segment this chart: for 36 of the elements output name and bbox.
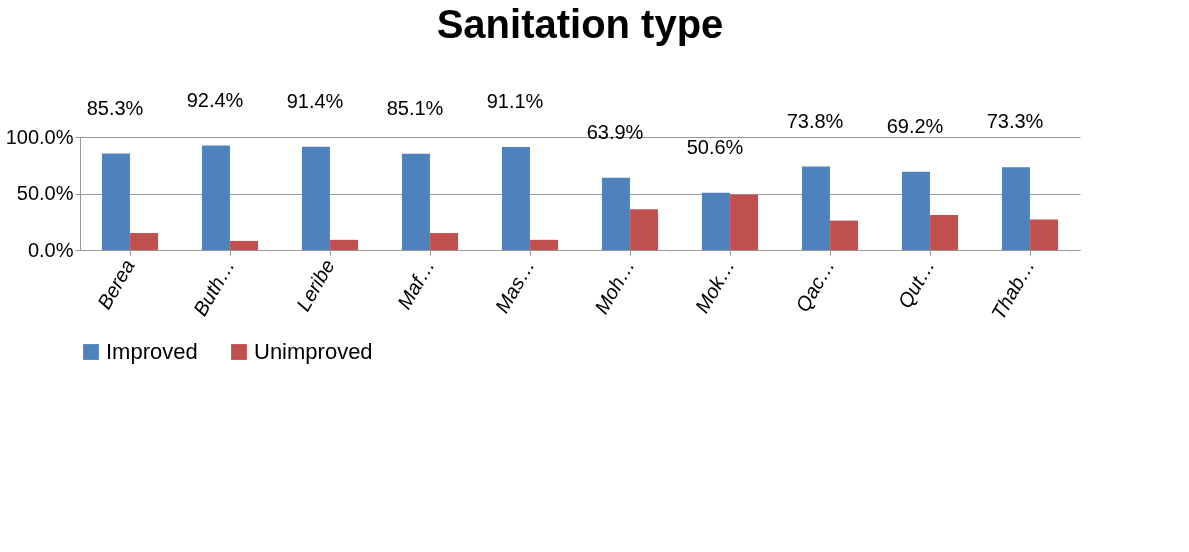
y-tick-label: 50.0% [16,182,74,204]
y-tick-label: 0.0% [27,238,74,261]
bar [530,239,559,250]
legend-label: Unimproved [254,339,373,364]
data-label: 63.9% [586,120,644,143]
data-label: 85.1% [386,96,444,119]
data-label: 91.1% [486,90,544,113]
bar [730,194,759,250]
data-label: 92.4% [186,88,244,111]
data-label: 91.4% [286,89,344,112]
data-label: 50.6% [686,135,744,158]
bar [901,171,930,250]
data-label: 73.8% [786,109,844,132]
bar [230,240,259,250]
bar [1030,219,1059,250]
bar [401,153,430,250]
bar [930,214,959,250]
data-label: 85.3% [86,96,144,119]
bar [601,177,630,250]
bar [630,209,659,250]
data-label: 73.3% [986,110,1044,133]
bar [801,166,830,250]
bar [101,153,130,250]
bar [301,146,330,250]
bar [330,239,359,250]
bar [501,147,530,250]
bar [1001,167,1030,250]
bar [130,233,159,250]
bar [430,233,459,250]
chart-title: Sanitation type [436,1,724,46]
y-tick-label: 100.0% [5,125,74,148]
bar [830,220,859,250]
bar [701,192,730,250]
data-label: 69.2% [886,114,944,137]
legend-label: Improved [106,339,198,364]
bar [201,145,230,250]
